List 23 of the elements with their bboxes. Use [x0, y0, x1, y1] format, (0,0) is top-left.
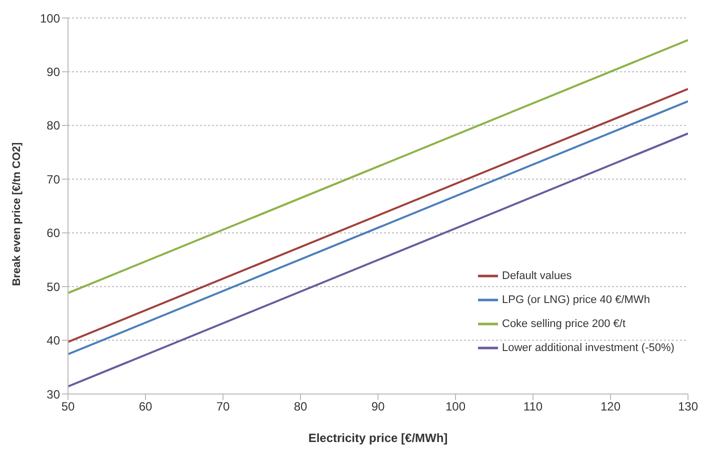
x-tick-label: 130: [678, 400, 698, 414]
legend-label: Lower additional investment (-50%): [502, 342, 674, 354]
y-tick-label: 40: [46, 334, 60, 348]
y-axis-title: Break even price [€/tn CO2]: [10, 142, 23, 286]
y-tick-label: 70: [46, 172, 60, 186]
x-tick-label: 120: [600, 400, 621, 414]
y-tick-label: 60: [46, 226, 60, 240]
x-tick-label: 90: [371, 400, 385, 414]
legend-label: Coke selling price 200 €/t: [502, 318, 626, 330]
y-tick-label: 100: [40, 11, 60, 26]
legend-label: LPG (or LNG) price 40 €/MWh: [502, 294, 650, 306]
y-tick-label: 80: [46, 118, 60, 133]
x-tick-label: 110: [523, 400, 543, 414]
y-tick-label: 30: [46, 387, 60, 402]
x-axis-title: Electricity price [€/MWh]: [308, 431, 448, 445]
y-tick-label: 90: [46, 64, 60, 79]
x-tick-label: 100: [445, 400, 466, 414]
y-tick-label: 50: [46, 280, 60, 294]
legend-label: Default values: [502, 270, 572, 282]
x-tick-label: 50: [61, 400, 75, 414]
x-tick-label: 70: [216, 400, 230, 414]
x-tick-label: 80: [294, 400, 308, 414]
x-tick-label: 60: [138, 400, 152, 414]
